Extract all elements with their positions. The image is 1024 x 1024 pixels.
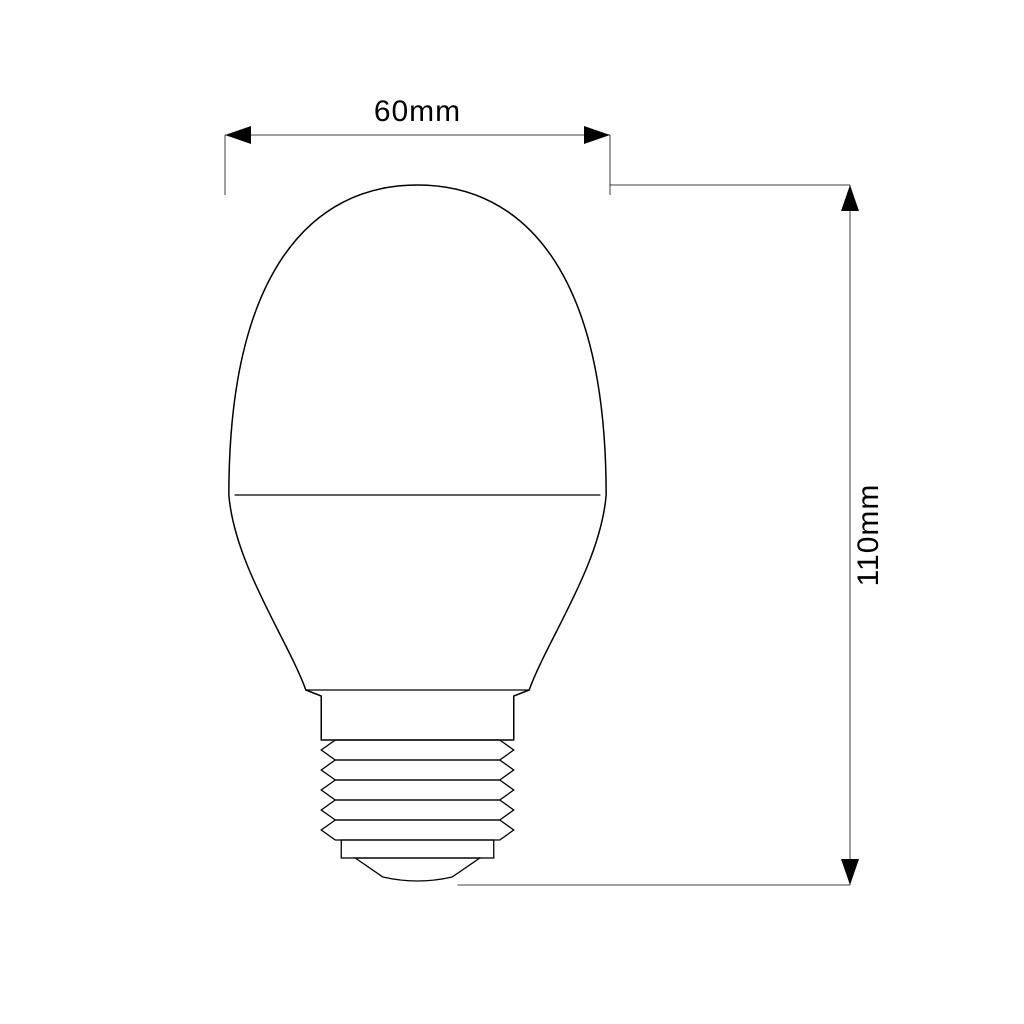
thread-ring [321,820,514,840]
width-dimension: 60mm [225,95,610,144]
base-collar [341,840,494,858]
thread-ring [321,780,514,800]
bulb-outline [229,185,606,740]
thread-ring [321,800,514,820]
height-dimension: 110mm [841,185,885,885]
width-label: 60mm [374,95,461,128]
thread-ring [321,740,514,760]
contact-tip [355,858,480,881]
height-label: 110mm [852,484,885,587]
screw-base [321,740,514,881]
extension-lines [225,135,850,885]
bulb-technical-drawing: 60mm 110mm [0,0,1024,1024]
thread-ring [321,760,514,780]
